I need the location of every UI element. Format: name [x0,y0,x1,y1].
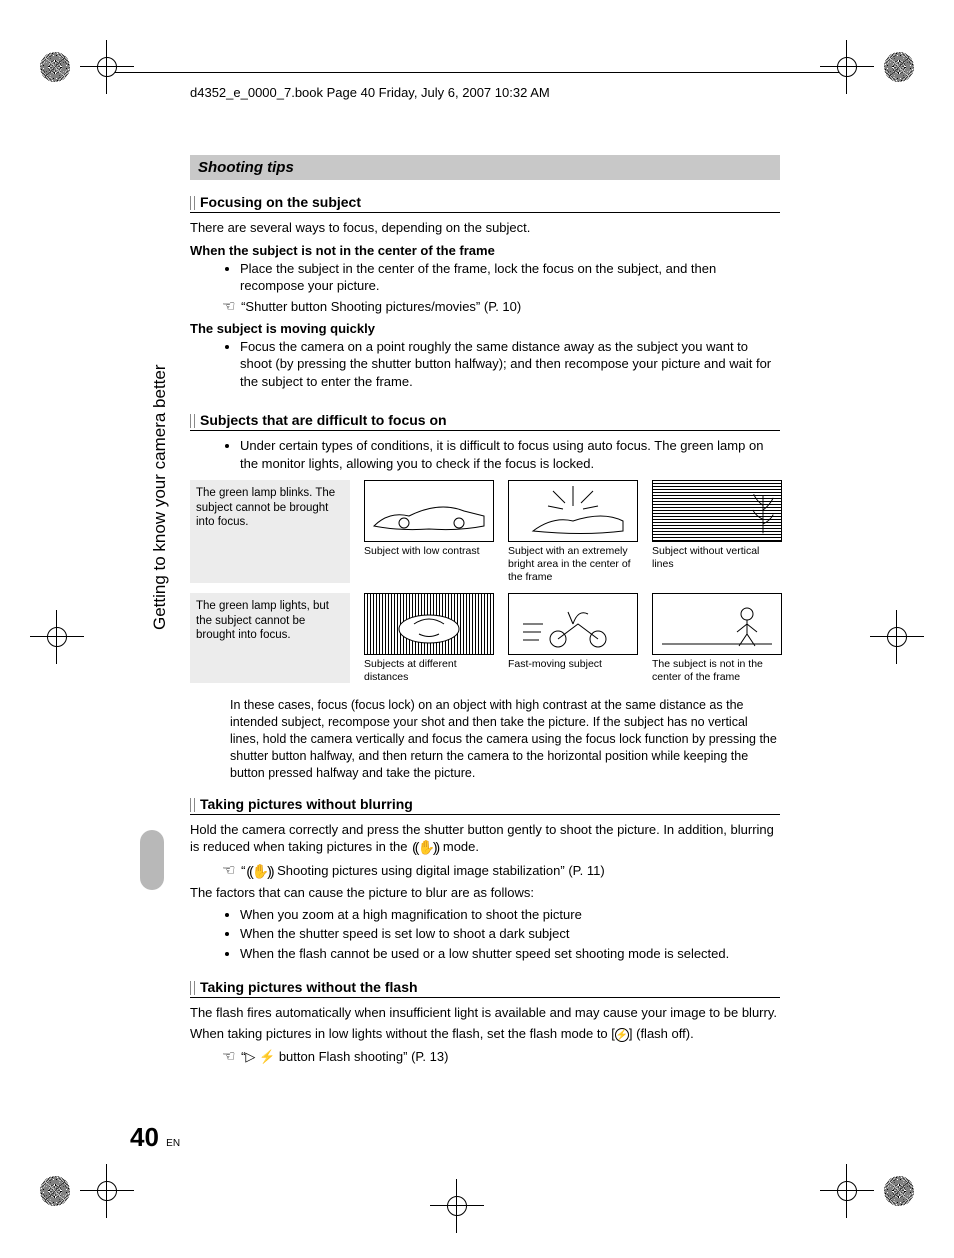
page-number: 40 EN [130,1122,180,1153]
crop-mark-bottom-right [830,1174,914,1208]
pointer-icon: ☞ [222,1047,235,1065]
flash-icon: ⚡ [259,1049,275,1064]
thumb-off-center [652,593,782,655]
register-target-icon [40,620,74,654]
focus-moving-list: Focus the camera on a point roughly the … [190,338,780,391]
focus-not-center-title: When the subject is not in the center of… [190,243,780,258]
focus-intro: There are several ways to focus, dependi… [190,219,780,237]
image-stabilization-icon: ((✋)) [245,863,273,880]
section-shooting-tips: Shooting tips [190,155,780,180]
image-stabilization-icon: ((✋)) [411,838,439,857]
focus-moving-title: The subject is moving quickly [190,321,780,336]
focus-not-center-bullet: Place the subject in the center of the f… [240,260,780,295]
heading-no-blur: Taking pictures without blurring [190,796,780,815]
example-low-contrast: Subject with low contrast [364,480,494,583]
pointer-icon: ☞ [222,861,235,879]
heading-difficult: Subjects that are difficult to focus on [190,412,780,431]
focus-not-center-ref: ☞ “Shutter button Shooting pictures/movi… [190,297,780,315]
example-fast-moving: Fast-moving subject [508,593,638,683]
difficult-explain: In these cases, focus (focus lock) on an… [230,697,780,781]
crop-mark-bottom-left [40,1174,124,1208]
no-blur-bullet-1: When you zoom at a high magnification to… [240,906,780,924]
heading-no-flash: Taking pictures without the flash [190,979,780,998]
page-content: Shooting tips Focusing on the subject Th… [190,155,780,1067]
thumb-fast-moving [508,593,638,655]
starburst-icon [884,1176,914,1206]
caption-off-center: The subject is not in the center of the … [652,658,782,683]
no-blur-p2: The factors that can cause the picture t… [190,884,780,902]
example-off-center: The subject is not in the center of the … [652,593,782,683]
thumb-diff-distances [364,593,494,655]
focus-moving-bullet: Focus the camera on a point roughly the … [240,338,780,391]
crop-mark-top-left [40,50,124,84]
header-rule [115,72,839,73]
example-no-vlines: Subject without vertical lines [652,480,782,583]
no-flash-ref: ☞ “▷ ⚡ button Flash shooting” (P. 13) [190,1047,780,1065]
thumb-low-contrast [364,480,494,542]
difficult-intro: Under certain types of conditions, it is… [240,437,780,472]
thumb-no-vlines [652,480,782,542]
crop-mark-bottom-mid [440,1189,474,1228]
caption-low-contrast: Subject with low contrast [364,545,494,558]
difficult-examples-grid: The green lamp blinks. The subject canno… [190,480,780,683]
crop-mark-mid-left [40,620,74,659]
register-target-icon [440,1189,474,1223]
starburst-icon [884,52,914,82]
right-arrow-icon: ▷ [245,1049,255,1064]
caption-bright-center: Subject with an extremely bright area in… [508,545,638,583]
register-target-icon [90,1174,124,1208]
note-lamp-lights: The green lamp lights, but the subject c… [190,593,350,683]
register-target-icon [830,50,864,84]
side-chapter-label: Getting to know your camera better [150,364,170,630]
starburst-icon [40,1176,70,1206]
register-target-icon [880,620,914,654]
no-blur-bullet-2: When the shutter speed is set low to sho… [240,925,780,943]
no-blur-bullets: When you zoom at a high magnification to… [190,906,780,963]
thumb-bright-center [508,480,638,542]
register-target-icon [90,50,124,84]
crop-mark-mid-right [880,620,914,659]
example-diff-distances: Subjects at different distances [364,593,494,683]
flash-off-icon: ⚡ [615,1028,629,1042]
crop-mark-top-right [830,50,914,84]
running-header: d4352_e_0000_7.book Page 40 Friday, July… [190,85,550,100]
note-lamp-blinks: The green lamp blinks. The subject canno… [190,480,350,583]
heading-focusing: Focusing on the subject [190,194,780,213]
example-bright-center: Subject with an extremely bright area in… [508,480,638,583]
no-blur-bullet-3: When the flash cannot be used or a low s… [240,945,780,963]
pointer-icon: ☞ [222,297,235,315]
register-target-icon [830,1174,864,1208]
no-flash-p1: The flash fires automatically when insuf… [190,1004,780,1022]
caption-fast-moving: Fast-moving subject [508,658,638,671]
focus-not-center-list: Place the subject in the center of the f… [190,260,780,295]
difficult-intro-list: Under certain types of conditions, it is… [190,437,780,472]
no-blur-p1: Hold the camera correctly and press the … [190,821,780,858]
no-blur-ref: ☞ “((✋)) Shooting pictures using digital… [190,861,780,880]
side-thumb-tab [140,830,164,890]
no-flash-p2: When taking pictures in low lights witho… [190,1025,780,1043]
caption-diff-distances: Subjects at different distances [364,658,494,683]
starburst-icon [40,52,70,82]
caption-no-vlines: Subject without vertical lines [652,545,782,570]
